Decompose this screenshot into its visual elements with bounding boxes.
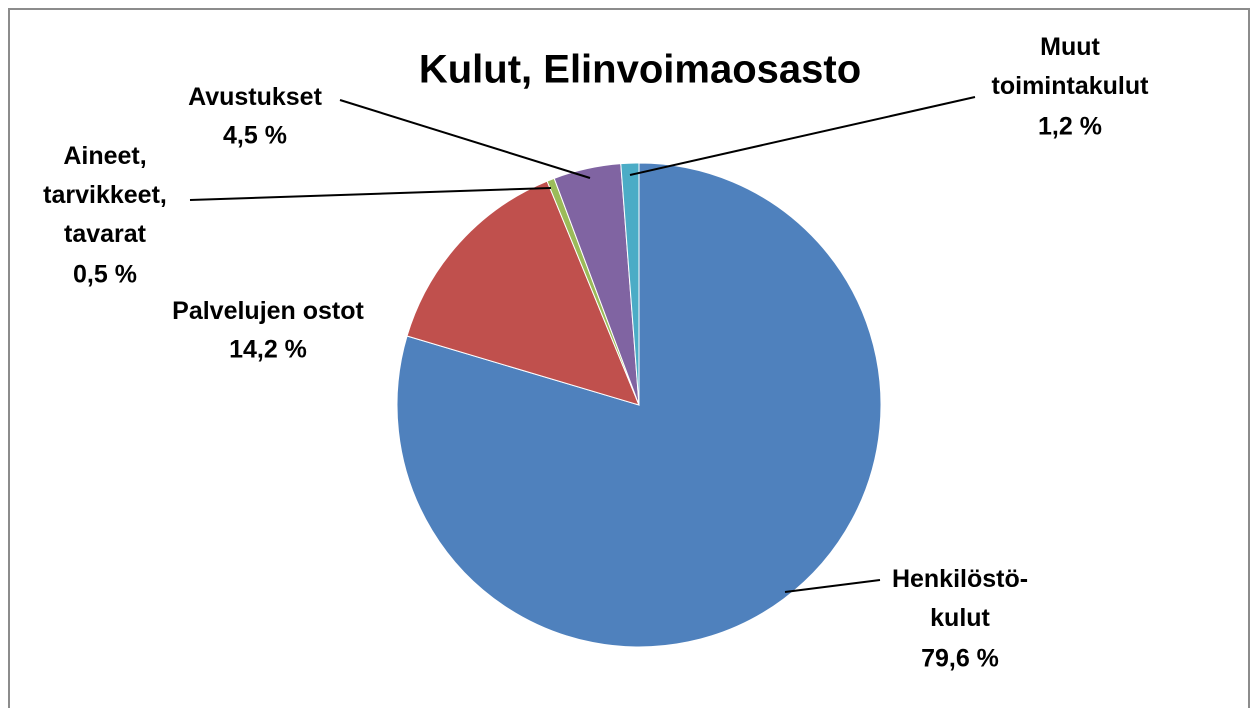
leader-line [339,99,591,179]
category-label-line: kulut [930,604,990,632]
category-label-line: Palvelujen ostot [172,297,364,325]
value-label: 0,5 % [73,261,137,289]
category-label: Palvelujen ostot [172,297,364,325]
category-label: Henkilöstö-kulut [892,565,1028,632]
value-label: 14,2 % [229,336,307,364]
value-label: 79,6 % [921,645,999,673]
category-label-line: Avustukset [188,83,323,111]
leader-line [629,96,976,176]
chart-title: Kulut, Elinvoimaosasto [419,48,861,92]
category-label-line: tavarat [64,220,147,248]
leader-line [784,579,881,593]
pie-slice [620,162,640,406]
category-label: Muut toimintakulut [992,33,1150,100]
category-label: Avustukset [188,83,323,111]
category-label: Aineet, tarvikkeet, tavarat [43,142,167,248]
category-label-line: toimintakulut [992,72,1150,100]
category-label-line: Muut [1040,33,1100,61]
category-label-line: Henkilöstö- [892,565,1028,593]
category-label-line: Aineet, [63,142,146,170]
value-label: 1,2 % [1038,113,1102,141]
value-label: 4,5 % [223,122,287,150]
category-label-line: tarvikkeet, [43,181,167,209]
leader-line [189,187,552,201]
